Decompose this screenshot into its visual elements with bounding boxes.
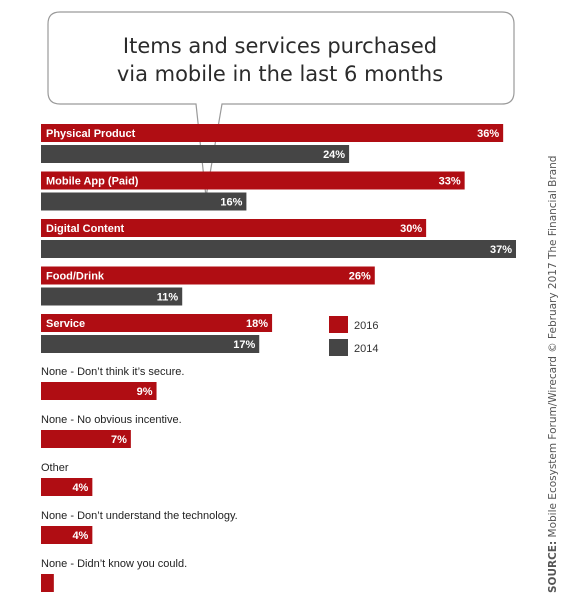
bar-2016-other [41,478,93,496]
bar-2016-service [41,314,273,332]
category-label-physical-product: Physical Product [46,128,136,140]
value-label-2016-none-didn-t-know-you-could: 1% [59,578,75,590]
value-label-2014-service: 17% [233,339,255,351]
category-label-none-didn-t-know-you-could: None - Didn’t know you could. [41,558,187,570]
value-label-2016-physical-product: 36% [477,128,499,140]
value-label-2014-food-drink: 11% [157,292,179,304]
category-label-none-don-t-think-it-s-secure: None - Don’t think it’s secure. [41,366,184,378]
category-label-none-don-t-understand-the-technology: None - Don’t understand the technology. [41,510,238,522]
bar-2016-digital-content [41,219,427,237]
value-label-2016-other: 4% [72,482,88,494]
bar-2016-none-don-t-think-it-s-secure [41,382,157,400]
bar-2016-mobile-app-paid [41,171,465,190]
value-label-2016-none-don-t-think-it-s-secure: 9% [137,386,153,398]
bar-2016-food-drink [41,266,375,285]
legend-label-2016: 2016 [354,320,378,332]
value-label-2016-none-don-t-understand-the-technology: 4% [72,530,88,542]
bars-layer: Physical Product 36% 24% Mobile App (Paid) 3… [41,124,516,592]
bar-2014-physical-product [41,145,350,163]
category-label-other: Other [41,462,69,474]
category-label-food-drink: Food/Drink [46,271,105,283]
value-label-2014-digital-content: 37% [490,244,512,256]
value-label-2016-digital-content: 30% [400,223,422,235]
bar-2016-none-didn-t-know-you-could [41,574,54,592]
bar-2014-mobile-app-paid [41,192,247,211]
legend-swatch-2014 [329,339,348,356]
value-label-2014-physical-product: 24% [323,149,345,161]
bar-2014-service [41,335,260,353]
title-bubble: Items and services purchased via mobile … [47,11,515,198]
category-label-mobile-app-paid: Mobile App (Paid) [46,176,139,188]
category-label-digital-content: Digital Content [46,223,125,235]
bar-2014-digital-content [41,240,516,258]
category-label-service: Service [46,318,85,330]
chart-title-line-1: Items and services purchased [123,34,437,58]
chart-title-line-2: via mobile in the last 6 months [117,62,443,86]
bar-2016-physical-product [41,124,504,142]
source-note: SOURCE: Mobile Ecosystem Forum/Wirecard … [547,156,559,593]
value-label-2014-mobile-app-paid: 16% [220,197,242,209]
legend-label-2014: 2014 [354,343,378,355]
bar-2016-none-no-obvious-incentive [41,430,131,448]
value-label-2016-none-no-obvious-incentive: 7% [111,434,127,446]
value-label-2016-mobile-app-paid: 33% [439,176,461,188]
source-text: Mobile Ecosystem Forum/Wirecard © Februa… [547,156,559,541]
value-label-2016-food-drink: 26% [349,271,371,283]
value-label-2016-service: 18% [246,318,268,330]
legend-swatch-2016 [329,316,348,333]
category-label-none-no-obvious-incentive: None - No obvious incentive. [41,414,182,426]
bar-2014-food-drink [41,287,183,306]
bar-2016-none-don-t-understand-the-technology [41,526,93,544]
legend: 2016 2014 [329,316,378,356]
source-label: SOURCE: [547,541,559,593]
